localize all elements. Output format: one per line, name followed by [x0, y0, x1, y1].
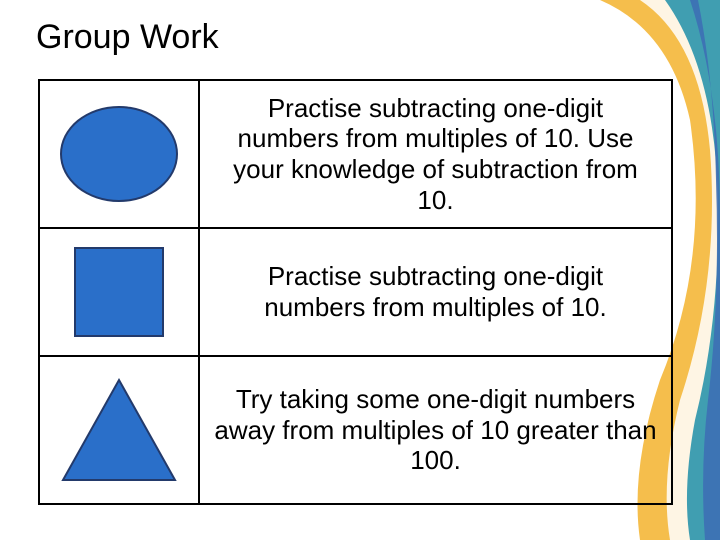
table-row: Practise subtracting one-digit numbers f… — [39, 80, 672, 228]
table-row: Practise subtracting one-digit numbers f… — [39, 228, 672, 356]
table-row: Try taking some one-digit numbers away f… — [39, 356, 672, 504]
task-text: Practise subtracting one-digit numbers f… — [199, 228, 672, 356]
square-icon — [74, 247, 164, 337]
circle-icon — [60, 106, 178, 202]
group-work-table: Practise subtracting one-digit numbers f… — [38, 79, 673, 505]
page-title: Group Work — [36, 18, 690, 57]
shape-cell-circle — [39, 80, 199, 228]
task-text: Try taking some one-digit numbers away f… — [199, 356, 672, 504]
task-text: Practise subtracting one-digit numbers f… — [199, 80, 672, 228]
shape-cell-triangle — [39, 356, 199, 504]
shape-cell-square — [39, 228, 199, 356]
triangle-icon — [59, 376, 179, 484]
